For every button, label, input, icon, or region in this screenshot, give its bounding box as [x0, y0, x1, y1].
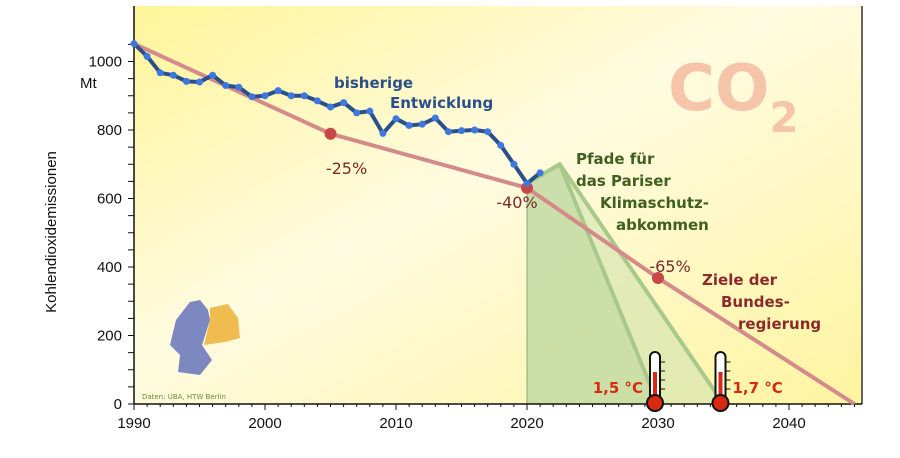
history-point [536, 169, 544, 177]
history-point [353, 109, 361, 117]
history-point [130, 40, 138, 48]
y-tick-label: 200 [97, 328, 122, 345]
history-point [313, 97, 321, 105]
paris-area-1-5 [527, 164, 658, 404]
target-marker [652, 271, 664, 284]
history-point [182, 77, 190, 85]
history-point [366, 107, 374, 115]
targets-annotation: Ziele der [702, 271, 778, 289]
targets-annotation: Bundes- [721, 293, 790, 311]
history-point [471, 126, 479, 134]
germany-map-icon [170, 300, 240, 375]
history-point [340, 99, 348, 107]
thermometer-mercury [718, 372, 723, 402]
history-annotation: Entwicklung [390, 94, 493, 112]
history-point [235, 83, 243, 91]
y-tick-label: 600 [97, 191, 122, 208]
paris-annotation: das Pariser [576, 172, 671, 190]
x-tick-label: 2020 [510, 415, 543, 432]
history-point [287, 92, 295, 100]
history-point [431, 114, 439, 122]
y-tick-label: 0 [114, 396, 122, 413]
x-tick-label: 2030 [641, 415, 674, 432]
target-percent-label: -40% [496, 193, 537, 212]
temperature-label: 1,7 °C [733, 379, 783, 397]
history-point [274, 87, 282, 95]
history-point [379, 129, 387, 137]
target-marker [324, 127, 337, 140]
x-tick-label: 1990 [117, 415, 150, 432]
y-tick-label: 400 [97, 259, 122, 276]
history-point [392, 115, 400, 123]
thermometer-icon [711, 351, 731, 412]
target-percent-label: -25% [326, 159, 367, 178]
history-point [222, 81, 230, 89]
paris-annotation: Klimaschutz- [600, 194, 709, 212]
paris-annotation: Pfade für [576, 150, 655, 168]
series: -25% -40% -65% 1,5 °C 1,7 °C bisherige Entwick… [130, 40, 856, 412]
y-unit: Mt [80, 75, 97, 92]
temperature-label: 1,5 °C [593, 379, 643, 397]
history-point [248, 93, 256, 101]
axes: 1990 2000 2010 2020 2030 2040 0 200 400 600 800 100… [89, 6, 862, 432]
thermometer-bulb [646, 394, 664, 412]
history-point [523, 179, 531, 187]
history-point [444, 128, 452, 136]
history-point [405, 122, 413, 130]
source-note: Daten: UBA, HTW Berlin [142, 393, 226, 401]
history-point [261, 92, 269, 100]
plot-background [134, 6, 862, 404]
history-point [497, 141, 505, 149]
targets-annotation: regierung [738, 315, 821, 333]
history-point [510, 160, 518, 168]
history-point [156, 69, 164, 77]
paris-paths [525, 162, 726, 406]
y-axis-label: Kohlendioxidemissionen [43, 151, 60, 313]
y-tick-label: 1000 [89, 54, 122, 71]
target-percent-label: -65% [649, 257, 690, 276]
thermometer-icon [646, 351, 665, 412]
history-point [196, 78, 203, 86]
history-point [169, 71, 177, 79]
thermometer-bulb [711, 394, 730, 412]
paris-annotation: abkommen [616, 216, 709, 234]
history-point [143, 52, 151, 60]
x-tick-label: 2010 [379, 415, 412, 432]
history-point [458, 127, 465, 135]
history-point [209, 71, 217, 79]
history-annotation: bisherige [334, 74, 413, 92]
thermometer-mercury [653, 372, 657, 402]
y-tick-label: 800 [97, 122, 122, 139]
history-point [300, 92, 308, 100]
history-point [484, 128, 492, 136]
x-tick-label: 2000 [248, 415, 281, 432]
x-tick-label: 2040 [772, 415, 805, 432]
history-point [418, 120, 426, 128]
history-point [327, 103, 334, 111]
